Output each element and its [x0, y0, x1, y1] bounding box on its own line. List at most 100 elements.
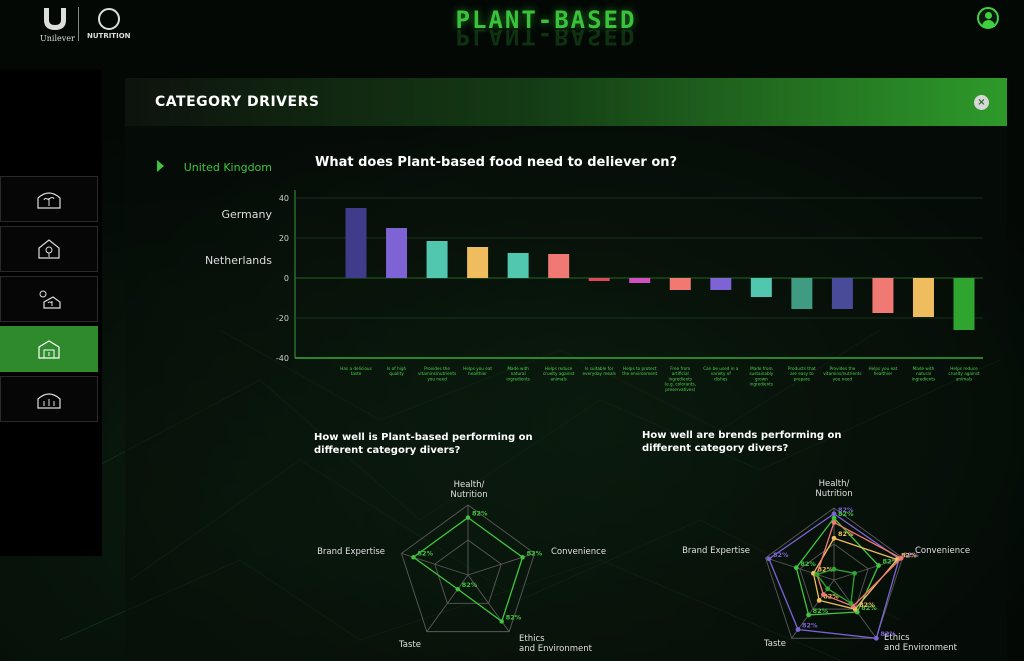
bar-chart-category-label-line: (e.g. colorants,: [664, 382, 696, 387]
country-germany[interactable]: Germany: [221, 208, 272, 221]
bar-chart-category-label-line: prepare: [794, 376, 811, 381]
bar-chart-category-label-line: everyday meals: [582, 371, 615, 376]
radar-grid-ring: [799, 543, 869, 610]
radar-axis-label: Health/Nutrition: [450, 480, 487, 500]
bar-chart-category-label-line: Can be used in a: [703, 366, 739, 371]
bar-chart-y-tick-label: -40: [276, 354, 289, 363]
bar-chart-category-label-line: ingredients: [668, 376, 692, 381]
bar-chart-category-label-line: ingredients: [912, 376, 936, 381]
radar-data-point: [455, 586, 460, 592]
bar-chart-category-label-line: cruelty against: [543, 371, 575, 376]
radar-data-point: [848, 600, 854, 606]
radar-value-label: 82%: [903, 551, 919, 559]
bar-chart-bar: [669, 278, 691, 290]
nutrition-logo: NUTRITION: [87, 8, 131, 40]
bar-chart-category-label-line: Helps you eat: [463, 366, 492, 371]
unilever-logo-text: Unilever: [40, 34, 75, 43]
bar-chart-category-label-line: natural: [916, 371, 931, 376]
bar-chart-bar: [710, 278, 732, 290]
user-profile-button[interactable]: [977, 7, 999, 29]
category-drivers-panel: CATEGORY DRIVERS × United Kingdom German…: [125, 78, 1007, 661]
radar-value-label: 82%: [802, 622, 818, 630]
bar-chart-category-label-line: Helps you eat: [868, 366, 897, 371]
greenhouse-icon: [38, 340, 60, 359]
bar-chart-category-label-line: are easy to: [790, 371, 814, 376]
bar-chart-category-label-line: animals: [550, 376, 566, 381]
plant-house-icon: [38, 239, 60, 259]
bar-chart-category-label-line: variety of: [711, 371, 732, 376]
radar-axis-label-line: Taste: [763, 639, 786, 649]
radar-axis-label-line: Health/: [819, 479, 850, 489]
panel-header: CATEGORY DRIVERS ×: [125, 78, 1007, 126]
panel-title: CATEGORY DRIVERS: [155, 94, 320, 110]
radar-chart-2-title: How well are brends performing on differ…: [642, 430, 842, 454]
radar-axis-label: Taste: [398, 640, 421, 650]
bar-chart-category-label: Products that are easy to prepare: [788, 366, 816, 381]
bar-chart-category-label-line: Products that: [788, 366, 816, 371]
radar-data-point: [814, 572, 820, 577]
close-button[interactable]: ×: [974, 95, 989, 110]
radar-value-label: 82%: [417, 549, 433, 557]
bar-chart-category-label-line: quality: [389, 371, 404, 376]
sidebar-item-plant-dome[interactable]: [0, 176, 98, 222]
radar-data-point: [831, 515, 837, 521]
radar-series-line: [812, 537, 899, 610]
bar-chart-category-label: Can be used in a variety of dishes: [703, 366, 739, 381]
radar-chart-1-title: How well is Plant-based performing on di…: [314, 432, 533, 456]
bar-chart-category-label: Helps you eat healthier: [463, 366, 492, 376]
radar-series-line: [815, 568, 856, 605]
bar-chart-category-label: Helps you eat healthier: [868, 366, 897, 376]
country-united-kingdom[interactable]: United Kingdom: [183, 161, 272, 174]
radar-series-line: [795, 517, 880, 616]
radar-axis-label-line: Taste: [398, 640, 421, 650]
bar-chart-y-tick-label: 20: [279, 234, 289, 243]
bar-chart-y-tick-label: 0: [284, 274, 289, 283]
bar-chart-category-label-line: you need: [427, 376, 447, 381]
radar-axis-line: [765, 557, 835, 581]
radar-data-point: [499, 619, 504, 624]
radar-axis-label-line: Ethics: [884, 633, 910, 643]
sidebar-item-sun-plant[interactable]: [0, 276, 98, 322]
radar-axis-line: [833, 557, 903, 581]
bar-chart-category-label: Made from sustainably grown ingredients: [749, 366, 773, 387]
radar-data-point: [793, 565, 799, 571]
bar-chart-bar: [548, 254, 570, 278]
bar-chart-category-label-line: Made with: [507, 366, 529, 371]
sprout-dome-icon: [37, 393, 61, 409]
bar-chart-bar: [629, 278, 651, 283]
bar-chart-bar: [588, 278, 610, 281]
bar-chart-bar: [912, 278, 934, 317]
radar-axis-label-line: Brand Expertise: [317, 547, 385, 557]
radar-axis-label-line: Nutrition: [450, 490, 487, 500]
bar-chart-category-label-line: sustainably: [749, 371, 773, 376]
radar-data-point: [766, 556, 772, 562]
bar-chart-category-label: Made with natural ingredients: [912, 366, 936, 381]
radar-value-label: 82%: [823, 592, 839, 600]
sidebar-item-greenhouse[interactable]: [0, 326, 98, 372]
bar-chart-category-label-line: Free from: [670, 366, 690, 371]
radar-value-label: 82%: [838, 506, 854, 514]
radar-axis-label-line: Health/: [454, 480, 485, 490]
plant-dome-icon: [37, 192, 61, 209]
bar-chart-category-label-line: Has a delicious: [340, 366, 372, 371]
radar-data-point: [411, 555, 416, 560]
sidebar-item-plant-house[interactable]: [0, 226, 98, 272]
radar-data-point: [465, 515, 471, 520]
bar-chart-category-label-line: ingredients: [750, 382, 774, 387]
sidebar-item-sprout-dome[interactable]: [0, 376, 98, 422]
bar-chart-category-label-line: Helps reduce: [950, 366, 978, 371]
radar-data-point: [873, 635, 879, 641]
radar-axis-label: Convenience: [915, 546, 970, 556]
bar-chart-category-label: Provides the vitamins/nutrients you need: [418, 366, 456, 381]
bar-chart-category-label: Is of high quality: [387, 366, 407, 376]
radar-data-point: [852, 570, 857, 576]
bar-chart-category-label-line: taste: [351, 371, 362, 376]
radar-value-label: 82%: [861, 604, 877, 612]
bar-chart-category-label: Helps reduce cruelty against animals: [948, 366, 980, 381]
bar-chart-category-label: Made with natural ingredients: [506, 366, 530, 381]
country-netherlands[interactable]: Netherlands: [204, 254, 272, 267]
bar-chart-category-label-line: healthier: [874, 371, 893, 376]
radar-axis-label: Convenience: [551, 547, 606, 557]
bar-chart-category-label-line: vitamins/nutrients: [418, 371, 456, 376]
radar-data-point: [831, 566, 837, 572]
